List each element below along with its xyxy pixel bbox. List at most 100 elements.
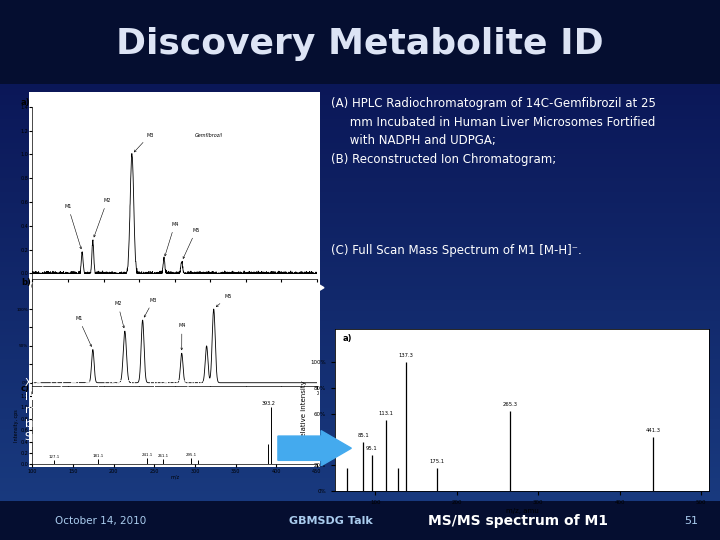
Text: 261.1: 261.1 <box>158 454 169 458</box>
Bar <box>0 405 720 408</box>
Bar <box>0 162 720 165</box>
Bar <box>0 483 720 486</box>
Bar <box>0 103 720 105</box>
Text: 127.1: 127.1 <box>49 455 60 459</box>
Bar <box>0 383 720 386</box>
Bar <box>0 230 720 232</box>
Bar <box>0 51 720 54</box>
Bar <box>0 240 720 243</box>
X-axis label: Time (min): Time (min) <box>161 290 188 295</box>
Bar <box>0 400 720 402</box>
Text: b): b) <box>21 278 31 287</box>
Text: 137.3: 137.3 <box>398 353 413 357</box>
Bar <box>0 510 720 513</box>
Bar <box>0 46 720 49</box>
Bar <box>0 146 720 148</box>
Bar <box>0 76 720 78</box>
Bar <box>0 151 720 154</box>
Bar <box>0 451 720 454</box>
Bar <box>0 65 720 68</box>
Bar <box>0 329 720 332</box>
Bar <box>0 221 720 224</box>
Bar <box>0 111 720 113</box>
Text: M3: M3 <box>134 133 153 152</box>
Text: M4: M4 <box>178 323 186 350</box>
Bar <box>0 251 720 254</box>
Bar <box>0 213 720 216</box>
Text: 175.1: 175.1 <box>429 459 444 464</box>
Bar <box>0 192 720 194</box>
Bar <box>0 159 720 162</box>
Text: (C) Full Scan Mass Spectrum of M1 [M-H]⁻.: (C) Full Scan Mass Spectrum of M1 [M-H]⁻… <box>331 244 582 257</box>
Bar <box>0 275 720 278</box>
Bar <box>0 238 720 240</box>
Bar <box>0 373 720 375</box>
Bar <box>0 35 720 38</box>
Bar <box>0 413 720 416</box>
Bar <box>0 5 720 8</box>
Bar <box>0 446 720 448</box>
Bar <box>0 278 720 281</box>
Bar <box>0 24 720 27</box>
Bar <box>0 397 720 400</box>
Bar <box>0 0 720 3</box>
Bar <box>0 319 720 321</box>
Bar <box>0 316 720 319</box>
Bar <box>0 346 720 348</box>
Bar <box>0 232 720 235</box>
Bar <box>0 310 720 313</box>
Text: 85.1: 85.1 <box>358 433 369 438</box>
Text: c): c) <box>21 383 30 393</box>
Bar <box>0 354 720 356</box>
Bar <box>0 38 720 40</box>
Bar <box>0 246 720 248</box>
Bar <box>0 254 720 256</box>
Bar <box>0 16 720 19</box>
Bar <box>0 286 720 289</box>
Bar <box>0 467 720 470</box>
Bar <box>0 462 720 464</box>
Bar <box>0 308 720 310</box>
Bar <box>0 3 720 5</box>
Bar <box>0 427 720 429</box>
Bar <box>0 459 720 462</box>
Text: 393.2: 393.2 <box>261 401 275 406</box>
Y-axis label: Intensity, cps: Intensity, cps <box>14 409 19 442</box>
Bar <box>0 500 720 502</box>
Bar <box>0 68 720 70</box>
Bar <box>0 259 720 262</box>
Bar <box>0 208 720 211</box>
Text: 95.1: 95.1 <box>366 446 377 451</box>
Bar <box>0 132 720 135</box>
Bar <box>0 440 720 443</box>
Text: a): a) <box>342 334 352 343</box>
Bar <box>0 324 720 327</box>
Bar <box>0 140 720 143</box>
Bar <box>0 502 720 505</box>
Bar <box>0 92 720 94</box>
Bar <box>0 359 720 362</box>
Bar <box>0 535 720 537</box>
Bar <box>0 170 720 173</box>
Text: MS/MS spectrum of M1: MS/MS spectrum of M1 <box>428 514 608 528</box>
Text: Gemfibrozil: Gemfibrozil <box>194 133 222 138</box>
Text: M5: M5 <box>216 294 232 307</box>
X-axis label: m/z: m/z <box>170 475 179 480</box>
Bar <box>29 92 320 467</box>
Bar <box>0 454 720 456</box>
Bar <box>0 270 720 273</box>
Bar <box>0 284 720 286</box>
Bar <box>0 97 720 100</box>
Bar <box>0 78 720 81</box>
Text: a): a) <box>21 98 30 107</box>
Bar <box>0 256 720 259</box>
Bar <box>0 124 720 127</box>
Bar <box>0 184 720 186</box>
Bar <box>0 351 720 354</box>
Bar <box>0 497 720 500</box>
Bar <box>0 408 720 410</box>
Bar <box>0 435 720 437</box>
Text: M2: M2 <box>114 301 125 328</box>
Bar <box>0 340 720 343</box>
FancyArrow shape <box>278 431 351 465</box>
